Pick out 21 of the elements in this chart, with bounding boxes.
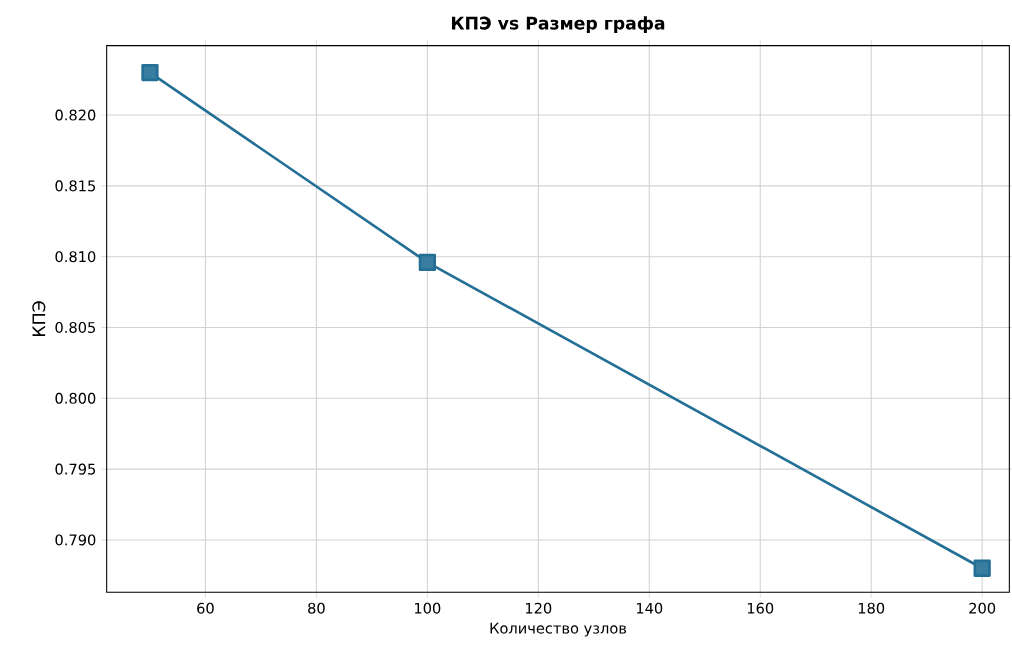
y-tick-label: 0.805 [55, 321, 96, 334]
y-tick-label: 0.795 [55, 463, 96, 475]
x-tick-label: 80 [308, 602, 325, 614]
x-tick-label: 200 [969, 602, 996, 614]
point [418, 253, 436, 271]
x-tick-label: 160 [747, 602, 774, 614]
y-tick-label: 0.790 [55, 534, 96, 546]
y-axis-title: КПЭ [32, 301, 46, 336]
y-tick-label: 0.800 [55, 392, 96, 404]
x-tick-label: 100 [415, 602, 441, 614]
x-tick-label: 60 [197, 602, 214, 614]
x-tick-label: 120 [525, 602, 552, 614]
y-tick-label: 0.810 [55, 251, 96, 263]
x-tick-label: 180 [858, 602, 885, 614]
y-tick-label: 0.815 [55, 180, 96, 192]
x-tick-label: 140 [636, 602, 663, 614]
point [973, 559, 991, 577]
point [141, 63, 159, 82]
chart-title: КПЭ vs Размер графа [452, 16, 665, 33]
x-axis-title: Количество узлов [490, 622, 627, 637]
y-tick-label: 0.820 [55, 109, 96, 121]
